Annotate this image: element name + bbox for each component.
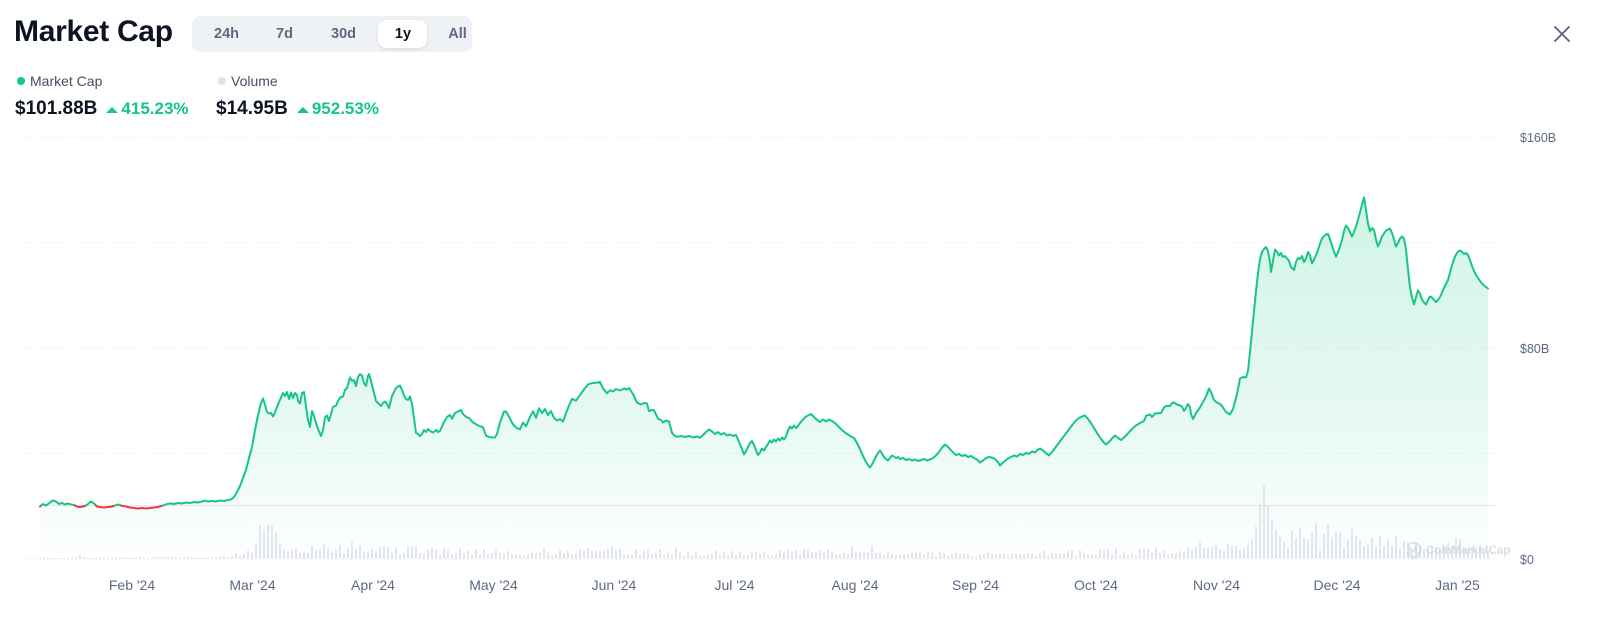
svg-text:CoinMarketCap: CoinMarketCap xyxy=(1426,545,1510,557)
